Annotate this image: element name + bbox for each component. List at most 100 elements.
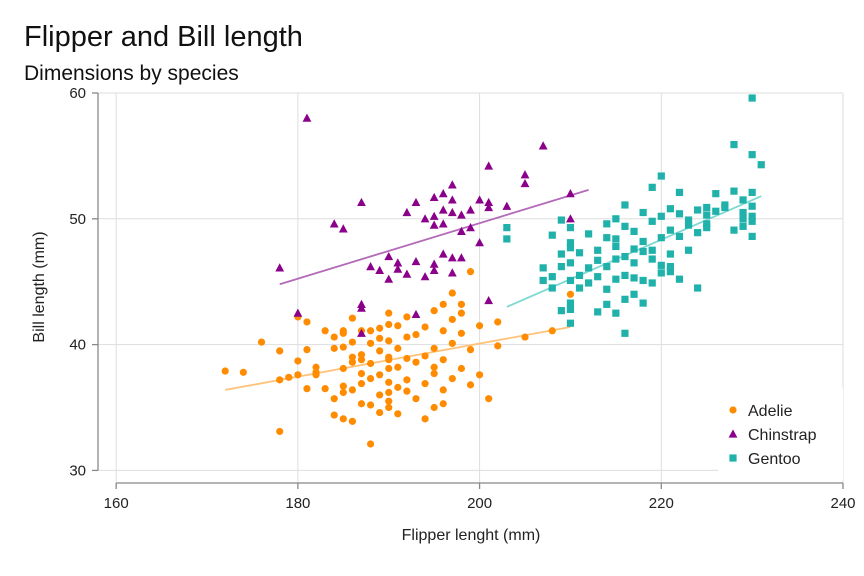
- chinstrap-point: [447, 268, 457, 277]
- gentoo-point: [703, 224, 711, 232]
- gentoo-point: [648, 279, 656, 287]
- chinstrap-point: [429, 265, 439, 274]
- gentoo-point: [557, 216, 565, 224]
- adelie-point: [376, 334, 384, 342]
- gentoo-point: [639, 247, 647, 256]
- gentoo-point: [684, 246, 693, 254]
- trend-lines: [225, 189, 762, 391]
- chinstrap-trend-line: [279, 189, 589, 286]
- adelie-point: [475, 371, 484, 379]
- adelie-point: [348, 353, 356, 361]
- adelie-point: [294, 371, 302, 379]
- adelie-point: [385, 378, 393, 386]
- chinstrap-point: [384, 274, 394, 283]
- adelie-point: [457, 329, 466, 337]
- gentoo-point: [566, 224, 575, 232]
- gentoo-point: [548, 273, 556, 281]
- gentoo-point: [757, 161, 765, 169]
- chinstrap-point: [338, 224, 348, 233]
- chinstrap-point: [411, 197, 421, 207]
- x-tick-label: 200: [467, 495, 492, 512]
- adelie-point: [394, 344, 402, 352]
- adelie-point: [348, 358, 356, 366]
- adelie-point: [376, 408, 384, 417]
- gentoo-point: [675, 232, 684, 241]
- chinstrap-point: [438, 249, 448, 258]
- adelie-point: [403, 376, 411, 384]
- gentoo-point: [557, 250, 565, 258]
- adelie-point: [239, 368, 247, 376]
- adelie-point: [366, 374, 375, 383]
- gentoo-point: [666, 205, 674, 213]
- chinstrap-point: [566, 214, 575, 223]
- chinstrap-point: [402, 269, 412, 278]
- x-tick-label: 160: [104, 495, 129, 512]
- gentoo-point: [739, 208, 747, 217]
- gentoo-point: [557, 307, 565, 315]
- chinstrap-point: [329, 219, 339, 228]
- gentoo-point: [639, 299, 647, 307]
- adelie-point: [439, 327, 447, 335]
- adelie-point: [385, 388, 393, 397]
- adelie-point: [430, 369, 438, 378]
- gentoo-point: [748, 217, 756, 225]
- gentoo-point: [621, 222, 629, 230]
- gentoo-point: [621, 252, 629, 261]
- adelie-point: [366, 327, 375, 335]
- y-axis-label: Bill length (mm): [31, 231, 48, 342]
- adelie-point: [366, 440, 375, 448]
- adelie-point: [385, 364, 393, 373]
- adelie-point: [376, 391, 384, 399]
- gentoo-point: [639, 208, 647, 217]
- chinstrap-point: [429, 220, 439, 229]
- adelie-point: [339, 388, 347, 397]
- chinstrap-point: [411, 309, 421, 319]
- adelie-point: [485, 395, 493, 403]
- chinstrap-point: [429, 259, 439, 268]
- adelie-point: [548, 327, 556, 335]
- adelie-point: [494, 318, 502, 326]
- adelie-point: [294, 357, 302, 365]
- adelie-point: [221, 367, 229, 375]
- adelie-point: [394, 383, 402, 391]
- adelie-point: [357, 380, 366, 388]
- chinstrap-point: [420, 214, 430, 223]
- gentoo-point: [539, 264, 547, 272]
- gentoo-point: [666, 263, 674, 271]
- legend-marker-chinstrap: [728, 429, 738, 438]
- chinstrap-point: [375, 265, 385, 274]
- y-tick-label: 40: [69, 337, 86, 354]
- adelie-point: [403, 313, 411, 321]
- legend-marker-gentoo: [729, 454, 737, 462]
- gentoo-point: [630, 290, 638, 298]
- chinstrap-point: [357, 328, 366, 337]
- gentoo-point: [621, 271, 629, 280]
- chinstrap-point: [438, 205, 448, 214]
- adelie-point: [421, 323, 429, 331]
- gentoo-point: [657, 212, 665, 220]
- chinstrap-point: [393, 258, 403, 267]
- gentoo-point: [675, 188, 684, 196]
- chinstrap-point: [302, 113, 312, 122]
- adelie-point: [348, 417, 356, 425]
- gentoo-point: [703, 220, 711, 228]
- gentoo-point: [730, 226, 738, 234]
- adelie-point: [321, 327, 329, 335]
- adelie-point: [394, 363, 402, 371]
- axes: [92, 92, 844, 489]
- gentoo-point: [594, 308, 602, 316]
- adelie-point: [330, 344, 338, 352]
- gentoo-point: [585, 279, 593, 287]
- adelie-point: [348, 314, 356, 322]
- gentoo-point: [712, 207, 720, 215]
- gentoo-point: [657, 234, 665, 242]
- gentoo-point: [639, 276, 647, 285]
- chinstrap-point: [438, 189, 448, 198]
- gentoo-point: [675, 210, 684, 218]
- adelie-point: [357, 400, 366, 408]
- adelie-point: [257, 338, 266, 346]
- gentoo-point: [684, 216, 693, 224]
- chinstrap-point: [275, 263, 285, 272]
- adelie-point: [403, 333, 411, 341]
